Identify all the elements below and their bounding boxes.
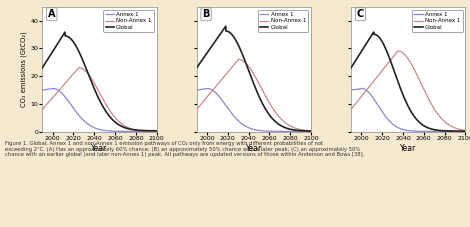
Legend: Annex 1, Non-Annex 1, Global: Annex 1, Non-Annex 1, Global	[103, 10, 154, 32]
Text: Figure 1. Global, Annex 1 and non-Annex 1 emission pathways of CO₂ only from ene: Figure 1. Global, Annex 1 and non-Annex …	[5, 141, 364, 157]
X-axis label: Year: Year	[246, 144, 262, 153]
X-axis label: Year: Year	[91, 144, 108, 153]
Y-axis label: CO₂ emissions (GtCO₂): CO₂ emissions (GtCO₂)	[21, 31, 27, 107]
Text: A: A	[48, 9, 55, 19]
Legend: Annex 1, Non-Annex 1, Global: Annex 1, Non-Annex 1, Global	[258, 10, 308, 32]
Legend: Annex 1, Non-Annex 1, Global: Annex 1, Non-Annex 1, Global	[412, 10, 462, 32]
Text: C: C	[357, 9, 364, 19]
X-axis label: Year: Year	[400, 144, 416, 153]
Text: B: B	[203, 9, 210, 19]
